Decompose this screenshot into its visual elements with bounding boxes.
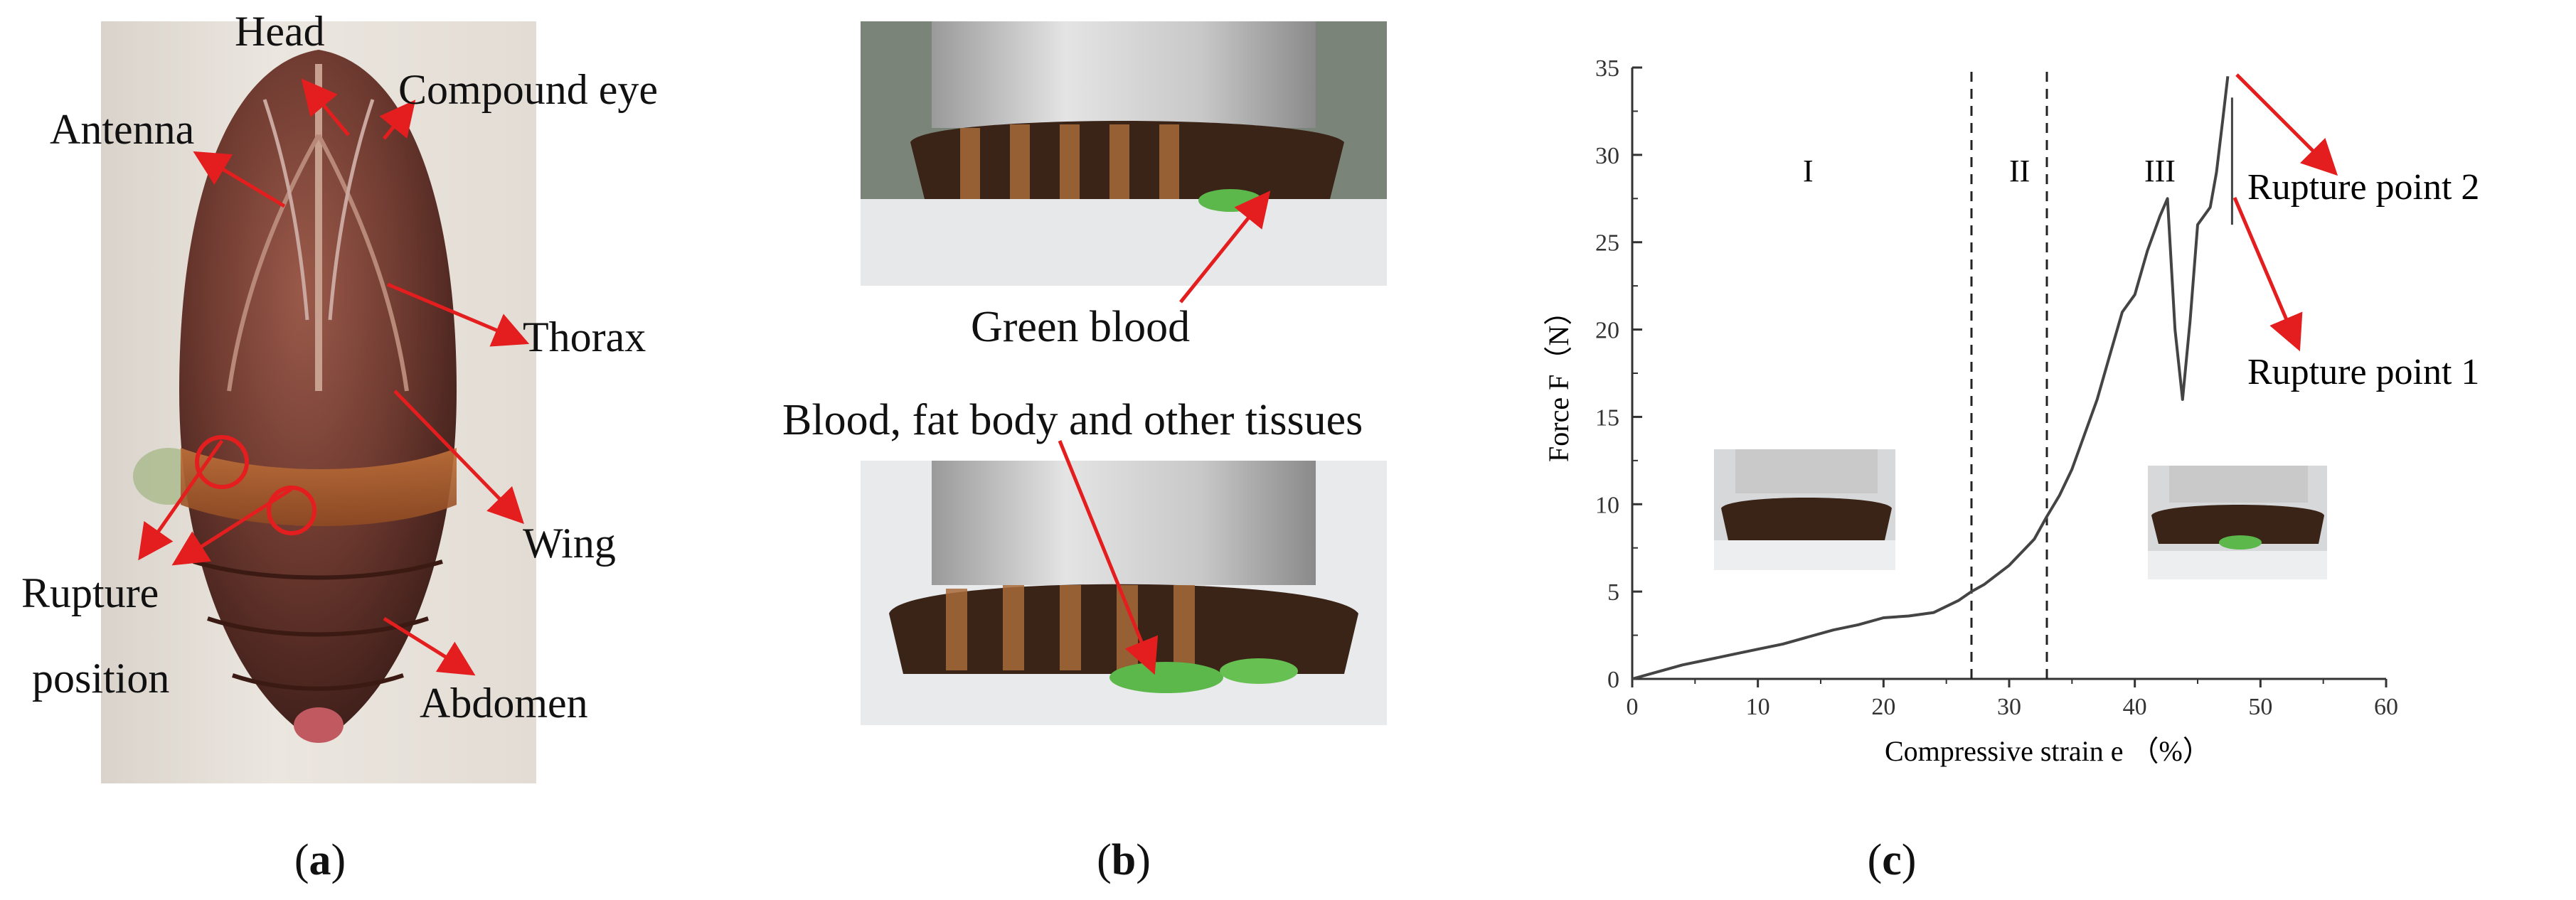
rupture-arrows	[2232, 73, 2338, 352]
y-tick-label: 25	[1595, 230, 1619, 257]
region-label-2: II	[2009, 154, 2030, 188]
rupture-point-1-label: Rupture point 1	[2247, 352, 2479, 392]
label-compound-eye: Compound eye	[398, 66, 658, 113]
panel-a: Head Compound eye Antenna Thorax Wing Ru…	[0, 0, 782, 896]
x-tick-label: 60	[2374, 694, 2398, 720]
x-tick-label: 40	[2123, 694, 2147, 720]
label-abdomen: Abdomen	[420, 680, 588, 727]
panel-a-arrows	[138, 78, 530, 676]
x-tick-label: 0	[1627, 694, 1639, 720]
y-tick-label: 30	[1595, 143, 1619, 169]
region-label-3: III	[2144, 154, 2176, 188]
y-tick-label: 35	[1595, 55, 1619, 82]
x-tick-label: 20	[1871, 694, 1895, 720]
y-tick-label: 5	[1607, 579, 1619, 606]
caption-b: (b)	[1097, 836, 1151, 884]
label-blood-fat: Blood, fat body and other tissues	[782, 396, 1363, 444]
label-thorax: Thorax	[523, 314, 646, 360]
pupa-photo	[101, 21, 536, 783]
panel-b-arrows	[1058, 191, 1271, 675]
label-head: Head	[235, 8, 325, 55]
force-strain-chart: 0 10 20 30 40 50 60 0 5 10 15 20 25 30 35 Rupture poin…	[1543, 55, 2479, 767]
y-axis-label: Force F（N）	[1543, 297, 1575, 462]
compression-photo-bottom	[861, 461, 1387, 725]
label-position: position	[32, 655, 170, 702]
inset-photo-right	[2148, 466, 2327, 579]
compression-photo-top	[861, 21, 1387, 286]
caption-a: (a)	[294, 836, 346, 884]
caption-c: (c)	[1867, 836, 1917, 884]
x-axis-label: Compressive strain e （%）	[1885, 735, 2211, 767]
x-tick-label: 50	[2248, 694, 2272, 720]
label-antenna: Antenna	[50, 106, 195, 153]
y-tick-label: 20	[1595, 318, 1619, 344]
panel-c: 0 10 20 30 40 50 60 0 5 10 15 20 25 30 35 Rupture poin…	[1508, 0, 2576, 896]
x-tick-label: 30	[1997, 694, 2021, 720]
y-tick-label: 15	[1595, 405, 1619, 431]
force-strain-line	[1632, 76, 2230, 680]
y-tick-label: 10	[1595, 492, 1619, 518]
rupture-point-2-label: Rupture point 2	[2247, 167, 2479, 208]
label-rupture: Rupture	[21, 569, 159, 616]
label-green-blood: Green blood	[971, 303, 1191, 351]
y-tick-label: 0	[1607, 667, 1619, 693]
pupa-illustration	[133, 50, 457, 743]
panel-b: Green blood Blood, fat body and other ti…	[782, 0, 1508, 896]
region-label-1: I	[1803, 154, 1814, 188]
label-wing: Wing	[523, 520, 616, 567]
inset-photo-left	[1714, 449, 1895, 570]
x-tick-label: 10	[1746, 694, 1770, 720]
